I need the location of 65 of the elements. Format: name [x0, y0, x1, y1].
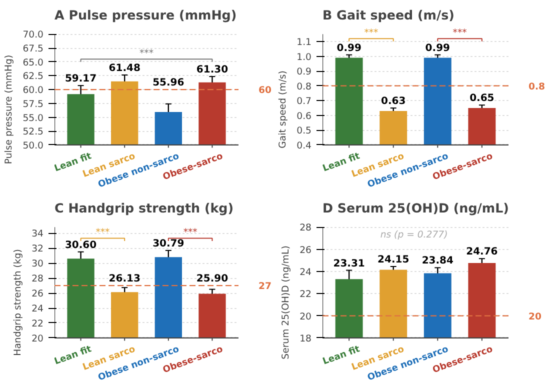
ref-line-label: 60 — [258, 85, 272, 96]
annotation: ns (p = 0.277) — [380, 229, 448, 240]
ref-line-label: 27 — [258, 281, 272, 292]
y-tick-label: 55.0 — [22, 112, 44, 124]
data-label: 23.31 — [333, 258, 365, 270]
y-tick-label: 24 — [300, 266, 312, 278]
data-label: 25.90 — [196, 274, 228, 285]
y-tick-label: 32 — [32, 244, 44, 255]
data-label: 24.15 — [378, 254, 410, 266]
y-tick-label: 1.0 — [296, 52, 312, 63]
y-tick-label: 0.4 — [296, 140, 312, 152]
ref-line-label: 20 — [528, 311, 542, 322]
annotation: *** — [96, 227, 110, 238]
annotation: *** — [364, 28, 379, 39]
y-tick-label: 50.0 — [22, 140, 44, 152]
y-tick-label: 26 — [300, 244, 312, 256]
data-label: 0.63 — [381, 96, 406, 108]
chart-title: B Gait speed (m/s) — [322, 8, 454, 22]
y-tick-label: 20 — [300, 311, 312, 322]
y-tick-label: 26 — [32, 288, 44, 300]
annotation: *** — [140, 48, 154, 60]
y-tick-label: 30 — [32, 258, 44, 270]
annotation: *** — [183, 227, 198, 238]
chart-title: A Pulse pressure (mmHg) — [54, 8, 237, 22]
data-label: 0.65 — [470, 93, 494, 104]
y-tick-label: 28 — [32, 274, 44, 285]
data-label: 0.99 — [425, 42, 450, 54]
data-label: 55.96 — [152, 78, 184, 89]
y-tick-label: 70.0 — [22, 30, 44, 41]
y-axis-title: Serum 25(OH)D (ng/mL) — [280, 246, 292, 360]
data-label: 30.79 — [152, 238, 184, 250]
y-tick-label: 0.8 — [296, 81, 312, 92]
chart-title: D Serum 25(OH)D (ng/mL) — [322, 200, 509, 216]
data-label: 61.30 — [196, 64, 228, 76]
y-tick-label: 0.9 — [296, 66, 312, 78]
ref-line-label: 0.8 — [528, 81, 546, 92]
data-label: 0.99 — [336, 42, 362, 54]
y-tick-label: 1.1 — [296, 37, 312, 48]
y-axis-title: Pulse pressure (mmHg) — [4, 54, 15, 164]
y-tick-label: 22 — [32, 318, 44, 330]
data-label: 61.48 — [108, 62, 140, 74]
y-tick-label: 57.5 — [22, 98, 44, 110]
y-tick-label: 28 — [300, 222, 312, 234]
y-tick-label: 60.0 — [22, 85, 44, 96]
y-tick-label: 24 — [32, 304, 44, 315]
y-tick-label: 0.6 — [296, 110, 312, 122]
y-tick-label: 20 — [32, 333, 44, 344]
y-axis-title: Handgrip strength (kg) — [12, 249, 24, 356]
y-tick-label: 52.5 — [22, 126, 44, 138]
y-tick-label: 34 — [32, 228, 44, 240]
y-tick-label: 18 — [300, 333, 312, 344]
data-label: 30.60 — [64, 240, 97, 251]
y-tick-label: 0.7 — [296, 96, 312, 108]
y-tick-label: 67.5 — [22, 44, 44, 54]
y-tick-label: 0.5 — [296, 126, 312, 137]
annotation: *** — [452, 28, 468, 39]
chart-title: C Handgrip strength (kg) — [54, 200, 234, 216]
y-tick-label: 65.0 — [22, 57, 44, 68]
y-tick-label: 62.5 — [22, 71, 44, 82]
data-label: 24.76 — [466, 246, 498, 258]
y-tick-label: 22 — [300, 289, 312, 300]
y-axis-title: Gait speed (m/s) — [278, 70, 289, 148]
data-label: 26.13 — [108, 274, 140, 285]
data-label: 23.84 — [422, 256, 454, 267]
data-label: 59.17 — [64, 74, 97, 85]
